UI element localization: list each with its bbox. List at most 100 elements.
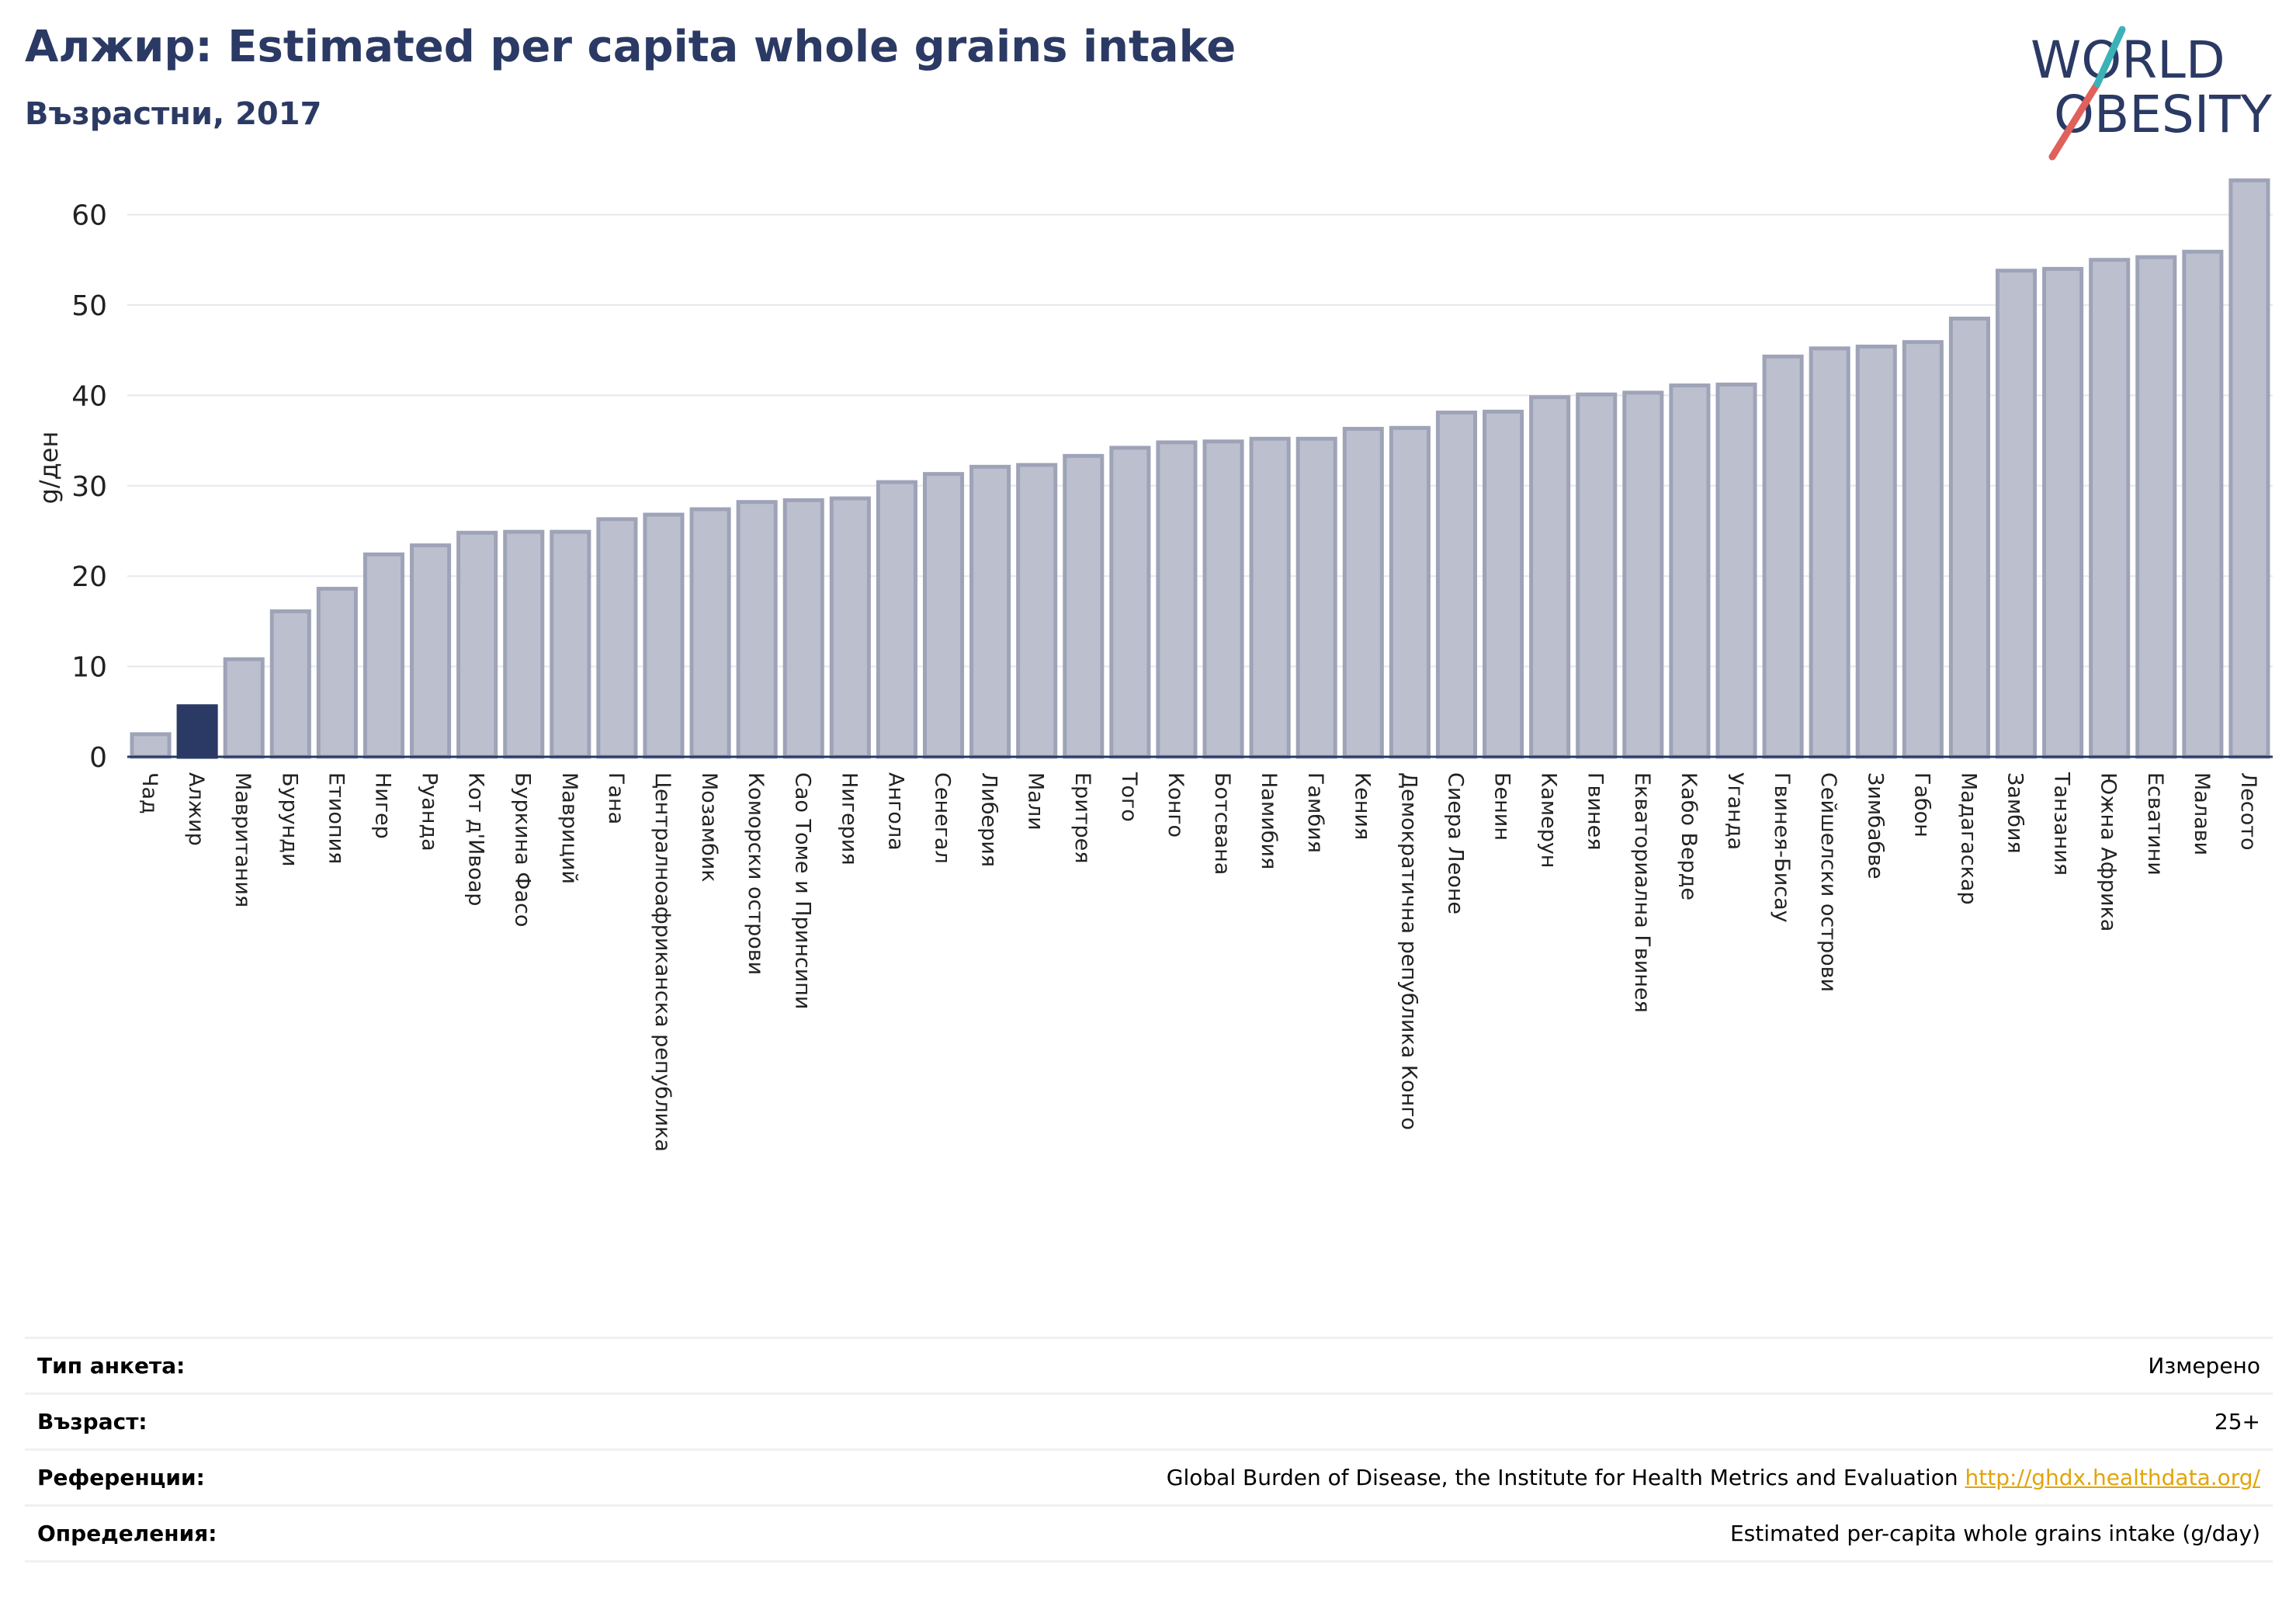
x-tick-label: Мадагаскар	[1956, 772, 1980, 905]
meta-references-value: Global Burden of Disease, the Institute …	[1167, 1465, 2260, 1490]
x-tick-label: Сиера Леоне	[1443, 772, 1467, 914]
bar	[456, 530, 498, 759]
bar	[596, 517, 638, 759]
x-tick-label: Камерун	[1537, 772, 1561, 868]
meta-row-references: Референции: Global Burden of Disease, th…	[25, 1451, 2273, 1507]
x-tick-label: Того	[1117, 772, 1141, 822]
x-tick-label: Малави	[2190, 772, 2214, 855]
bar	[503, 529, 545, 759]
bar	[2182, 249, 2224, 759]
logo-slash-red	[2048, 80, 2101, 161]
x-tick-label: Демократична република Конго	[1396, 772, 1420, 1130]
x-tick-label: Буркина Фасо	[511, 772, 535, 927]
x-tick-label: Замбия	[2003, 772, 2027, 854]
x-tick-label: Кабо Верде	[1677, 772, 1701, 900]
bar	[1435, 410, 1478, 759]
bar	[1576, 392, 1618, 759]
bar	[1902, 340, 1944, 759]
x-tick-label: Кения	[1350, 772, 1374, 840]
x-tick-label: Централноафриканска република	[650, 772, 675, 1152]
meta-label: Тип анкета:	[37, 1353, 186, 1379]
x-tick-label: Сенегал	[931, 772, 955, 864]
metadata-table: Тип анкета: Измерено Възраст: 25+ Рефере…	[25, 1337, 2273, 1563]
bar	[1483, 409, 1524, 759]
meta-value: 25+	[2214, 1409, 2260, 1434]
x-tick-label: Етиопия	[324, 772, 348, 864]
bar	[269, 609, 311, 759]
x-tick-label: Мали	[1024, 772, 1048, 831]
bar	[1249, 436, 1291, 759]
reference-link[interactable]: http://ghdx.healthdata.org/	[1965, 1465, 2260, 1490]
x-tick-label: Коморски острови	[744, 772, 768, 975]
bar	[1156, 440, 1198, 759]
bar	[1622, 390, 1664, 759]
x-tick-label: Конго	[1164, 772, 1188, 838]
x-tick-label: Гана	[604, 772, 628, 824]
x-tick-label: Нигер	[370, 772, 394, 839]
bar	[876, 480, 917, 759]
meta-value: Estimated per-capita whole grains intake…	[1729, 1521, 2260, 1546]
chart-subtitle: Възрастни, 2017	[25, 96, 322, 132]
bar	[2042, 266, 2084, 759]
bar	[1202, 439, 1244, 759]
x-tick-label: Сао Томе и Принсипи	[790, 772, 814, 1009]
bar	[969, 464, 1011, 759]
x-tick-label: Мавриций	[557, 772, 581, 884]
x-tick-label: Уганда	[1723, 772, 1747, 850]
bar	[689, 507, 731, 759]
x-tick-label: Бенин	[1490, 772, 1514, 841]
x-tick-label: Гвинея-Бисау	[1770, 772, 1794, 923]
chart-title: Алжир: Estimated per capita whole grains…	[25, 22, 1236, 72]
y-axis-label: g/ден	[34, 432, 64, 505]
x-tick-label: Ангола	[883, 772, 907, 851]
x-tick-label: Лесото	[2236, 772, 2260, 851]
bar	[1389, 425, 1431, 759]
x-tick-label: Мозамбик	[697, 772, 721, 883]
bar	[782, 498, 824, 759]
bar	[1948, 316, 1990, 759]
x-tick-label: Есватини	[2143, 772, 2167, 876]
logo-slash-teal	[2093, 26, 2126, 88]
logo-line-1: WORLD	[2031, 30, 2225, 90]
x-tick-label: Либерия	[977, 772, 1001, 867]
meta-label: Референции:	[37, 1465, 205, 1490]
x-tick-label: Габон	[1909, 772, 1934, 838]
x-tick-label: Чад	[137, 772, 161, 814]
x-tick-label: Гвинея	[1583, 772, 1608, 850]
y-tick-label: 50	[71, 290, 107, 322]
bar	[316, 586, 358, 759]
x-tick-label: Еритрея	[1070, 772, 1094, 863]
meta-label: Определения:	[37, 1521, 217, 1546]
meta-row-survey-type: Тип анкета: Измерено	[25, 1339, 2273, 1395]
bar	[2135, 255, 2177, 759]
y-tick-label: 40	[71, 380, 107, 412]
bar	[362, 552, 405, 759]
world-obesity-logo: WORLD OBESITY	[2031, 26, 2273, 161]
meta-label: Възраст:	[37, 1409, 147, 1434]
x-tick-label: Танзания	[2050, 772, 2074, 876]
y-tick-label: 60	[71, 200, 107, 232]
bar	[1669, 383, 1711, 759]
meta-row-definitions: Определения: Estimated per-capita whole …	[25, 1507, 2273, 1563]
bar	[736, 500, 778, 759]
x-tick-label: Бурунди	[277, 772, 301, 867]
bar	[643, 512, 685, 759]
x-tick-label: Ботсвана	[1210, 772, 1234, 875]
meta-value: Измерено	[2148, 1353, 2260, 1379]
y-tick-label: 30	[71, 471, 107, 503]
x-tick-label: Зимбабве	[1863, 772, 1887, 879]
bar-highlighted	[176, 704, 218, 759]
bar	[130, 732, 172, 759]
x-tick-label: Гамбия	[1303, 772, 1327, 853]
bar	[1715, 382, 1757, 759]
bar-chart: 0 10 20 30 40 50 60 g/ден Чад Алжир Мавритания Буру…	[34, 178, 2273, 1152]
bar	[1016, 463, 1058, 759]
x-tick-label: Нигерия	[837, 772, 861, 865]
bar	[2228, 178, 2270, 759]
x-tick-label: Сейшелски острови	[1816, 772, 1840, 992]
x-tick-label: Южна Африка	[2097, 772, 2121, 931]
logo-line-2: OBESITY	[2054, 85, 2273, 144]
x-tick-label: Мавритания	[231, 772, 255, 907]
bar	[1529, 395, 1571, 759]
bar	[223, 657, 265, 759]
